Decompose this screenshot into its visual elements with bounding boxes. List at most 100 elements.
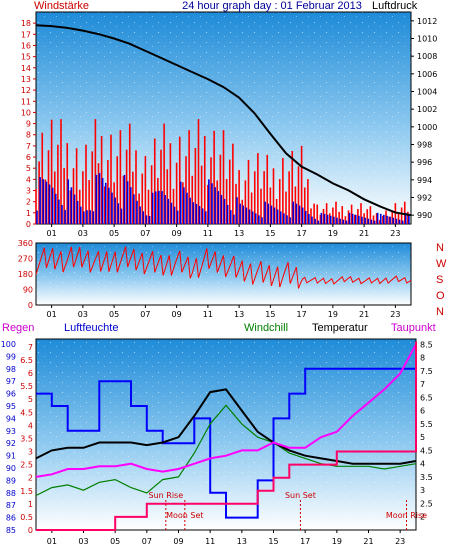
y-tick-label-rain: 3 bbox=[28, 448, 33, 457]
x-tick-label: 01 bbox=[47, 310, 57, 319]
x-tick-label: 15 bbox=[265, 310, 275, 319]
y-tick-label-rain: 1.5 bbox=[20, 487, 33, 496]
compass-label: O bbox=[436, 290, 445, 302]
x-tick-label: 19 bbox=[332, 537, 342, 546]
x-tick-label: 19 bbox=[328, 229, 338, 238]
y-tick-label-humidity: 99 bbox=[6, 352, 16, 361]
x-tick-label: 11 bbox=[203, 229, 213, 238]
x-tick-label: 05 bbox=[109, 229, 119, 238]
x-tick-label: 15 bbox=[268, 537, 278, 546]
rain-line bbox=[36, 341, 417, 531]
y-tick-label-pressure: 1000 bbox=[417, 123, 437, 132]
y-tick-label-wind: 12 bbox=[21, 86, 31, 95]
y-tick-label-humidity: 94 bbox=[6, 414, 16, 423]
y-tick-label-humidity: 100 bbox=[1, 340, 16, 349]
y-tick-label-temperature: 5 bbox=[420, 433, 425, 442]
y-tick-label-temperature: 2 bbox=[420, 513, 425, 522]
y-tick-label-rain: 2 bbox=[28, 474, 33, 483]
x-tick-label: 13 bbox=[234, 229, 244, 238]
y-tick-label-humidity: 97 bbox=[6, 377, 16, 386]
y-tick-label-humidity: 91 bbox=[6, 452, 16, 461]
temperature-line bbox=[35, 388, 417, 465]
x-tick-label: 19 bbox=[328, 310, 338, 319]
y-tick-label-humidity: 93 bbox=[6, 427, 16, 436]
y-tick-label-temperature: 4.5 bbox=[420, 446, 433, 455]
x-tick-label: 09 bbox=[173, 537, 183, 546]
y-tick-label-humidity: 86 bbox=[6, 514, 16, 523]
windchill-line bbox=[35, 404, 417, 497]
x-tick-label: 01 bbox=[47, 229, 57, 238]
x-tick-label: 03 bbox=[78, 229, 88, 238]
y-tick-label-pressure: 1010 bbox=[417, 35, 437, 44]
y-tick-label-pressure: 1008 bbox=[417, 52, 437, 61]
y-tick-label-pressure: 1002 bbox=[417, 105, 437, 114]
compass-label: W bbox=[436, 258, 447, 270]
y-tick-label-humidity: 87 bbox=[6, 501, 16, 510]
y-tick-label-rain: 0 bbox=[28, 526, 33, 535]
compass-label: N bbox=[436, 306, 444, 318]
legend-windchill: Windchill bbox=[244, 322, 288, 334]
y-tick-label-humidity: 98 bbox=[6, 365, 16, 374]
y-tick-label-direction: 360 bbox=[18, 239, 33, 248]
y-tick-label-wind: 5 bbox=[26, 164, 31, 173]
y-tick-label-rain: 3.5 bbox=[20, 434, 33, 443]
compass-label: S bbox=[436, 274, 443, 286]
y-tick-label-humidity: 90 bbox=[6, 464, 16, 473]
y-tick-label-rain: 0.5 bbox=[20, 513, 33, 522]
y-tick-label-rain: 2.5 bbox=[20, 461, 33, 470]
y-tick-label-wind: 15 bbox=[21, 53, 31, 62]
x-tick-label: 23 bbox=[390, 229, 400, 238]
x-tick-label: 11 bbox=[203, 310, 213, 319]
x-tick-label: 03 bbox=[78, 310, 88, 319]
y-tick-label-wind: 2 bbox=[26, 198, 31, 207]
y-tick-label-wind: 16 bbox=[21, 41, 31, 50]
x-tick-label: 05 bbox=[109, 310, 119, 319]
x-tick-label: 01 bbox=[47, 537, 57, 546]
x-tick-label: 03 bbox=[78, 537, 88, 546]
annotation-label: Moon Set bbox=[166, 511, 203, 520]
y-tick-label-wind: 10 bbox=[21, 108, 31, 117]
y-tick-label-pressure: 1006 bbox=[417, 70, 437, 79]
y-tick-label-temperature: 6 bbox=[420, 407, 425, 416]
x-tick-label: 07 bbox=[140, 310, 150, 319]
y-tick-label-humidity: 96 bbox=[6, 390, 16, 399]
y-tick-label-temperature: 6.5 bbox=[420, 393, 433, 402]
y-tick-label-humidity: 92 bbox=[6, 439, 16, 448]
y-tick-label-rain: 1 bbox=[28, 500, 33, 509]
y-tick-label-pressure: 998 bbox=[417, 141, 432, 150]
annotation-label: Moon Rise bbox=[386, 511, 427, 520]
x-tick-label: 17 bbox=[297, 310, 307, 319]
y-tick-label-humidity: 95 bbox=[6, 402, 16, 411]
y-tick-label-wind: 3 bbox=[26, 187, 31, 196]
y-tick-label-temperature: 3 bbox=[420, 486, 425, 495]
y-tick-label-rain: 7 bbox=[28, 343, 33, 352]
y-tick-label-direction: 90 bbox=[23, 286, 33, 295]
x-tick-label: 13 bbox=[234, 310, 244, 319]
legend-regen: Regen bbox=[2, 322, 34, 334]
y-tick-label-humidity: 89 bbox=[6, 476, 16, 485]
y-tick-label-wind: 17 bbox=[21, 30, 31, 39]
x-tick-label: 05 bbox=[110, 537, 120, 546]
y-tick-label-rain: 4 bbox=[28, 421, 33, 430]
annotation-label: Sun Set bbox=[285, 491, 316, 500]
wind-direction-line bbox=[35, 246, 412, 289]
y-tick-label-pressure: 992 bbox=[417, 194, 432, 203]
y-tick-label-temperature: 5.5 bbox=[420, 420, 433, 429]
x-tick-label: 21 bbox=[359, 229, 369, 238]
y-tick-label-wind: 13 bbox=[21, 75, 31, 84]
y-tick-label-rain: 5.5 bbox=[20, 382, 33, 391]
x-tick-label: 09 bbox=[172, 229, 182, 238]
y-tick-label-wind: 9 bbox=[26, 120, 31, 129]
humidity-line bbox=[36, 367, 416, 519]
y-tick-label-pressure: 990 bbox=[417, 211, 432, 220]
x-tick-label: 07 bbox=[142, 537, 152, 546]
y-tick-label-temperature: 7 bbox=[420, 380, 425, 389]
y-tick-label-humidity: 85 bbox=[6, 526, 16, 535]
y-tick-label-direction: 270 bbox=[18, 255, 33, 264]
y-tick-label-rain: 6.5 bbox=[20, 356, 33, 365]
x-tick-label: 21 bbox=[363, 537, 373, 546]
y-tick-label-temperature: 4 bbox=[420, 460, 425, 469]
chart-title: 24 hour graph day : 01 Februar 2013 bbox=[182, 0, 362, 12]
y-tick-label-pressure: 996 bbox=[417, 158, 432, 167]
legend-luftfeuchte: Luftfeuchte bbox=[64, 322, 118, 334]
